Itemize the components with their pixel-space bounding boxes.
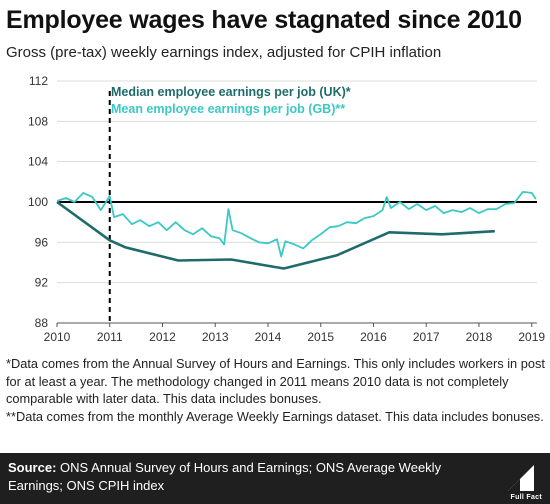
source-line: Source: ONS Annual Survey of Hours and E… <box>8 459 478 495</box>
legend-median: Median employee earnings per job (UK)* <box>111 85 351 99</box>
line-chart: 88 92 96 100 104 108 112 2010 2011 2012 2013 2014 20… <box>28 74 545 344</box>
axes: 88 92 96 100 104 108 112 2010 2011 2012 2013 2014 20… <box>28 74 545 344</box>
source-text: ONS Annual Survey of Hours and Earnings;… <box>8 460 442 493</box>
series <box>56 191 537 270</box>
footnotes: *Data comes from the Annual Survey of Ho… <box>6 355 548 425</box>
source-label: Source: <box>8 460 57 475</box>
logo-text: Full Fact <box>510 494 542 501</box>
legend-mean: Mean employee earnings per job (GB)** <box>111 102 345 116</box>
x-tick-label: 2019 <box>518 330 545 344</box>
mean-earnings-line <box>56 191 537 258</box>
y-tick-label: 112 <box>29 74 48 88</box>
y-tick-label: 92 <box>35 276 49 290</box>
x-tick-label: 2016 <box>360 330 387 344</box>
x-tick-label: 2014 <box>255 330 282 344</box>
footer: Source: ONS Annual Survey of Hours and E… <box>0 453 550 504</box>
x-tick-label: 2010 <box>44 330 71 344</box>
full-fact-logo-icon <box>508 465 534 491</box>
y-tick-label: 104 <box>28 155 48 169</box>
x-tick-label: 2017 <box>413 330 440 344</box>
chart-title: Employee wages have stagnated since 2010 <box>6 6 522 34</box>
median-earnings-line <box>56 200 495 270</box>
y-tick-label: 88 <box>35 316 49 330</box>
x-tick-label: 2011 <box>97 330 123 344</box>
chart-subtitle: Gross (pre-tax) weekly earnings index, a… <box>6 44 442 61</box>
x-tick-label: 2013 <box>202 330 229 344</box>
y-tick-label: 96 <box>35 235 49 249</box>
x-tick-label: 2012 <box>149 330 176 344</box>
x-tick-label: 2015 <box>307 330 334 344</box>
legend: Median employee earnings per job (UK)* Me… <box>111 85 351 116</box>
x-tick-label: 2018 <box>466 330 493 344</box>
footnote-mean: **Data comes from the monthly Average We… <box>6 408 544 424</box>
footnote-median: *Data comes from the Annual Survey of Ho… <box>6 356 545 406</box>
markers <box>57 91 537 323</box>
y-tick-label: 100 <box>28 195 48 209</box>
y-tick-label: 108 <box>28 114 48 128</box>
